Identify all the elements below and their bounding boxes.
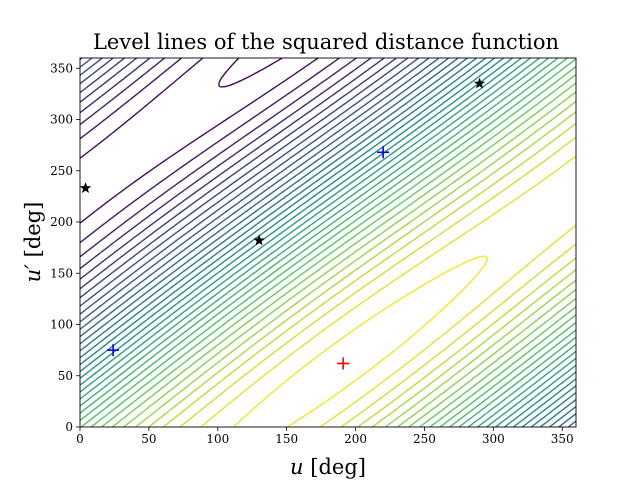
contour-level [233, 255, 489, 427]
contour-level [80, 58, 576, 427]
contour-level [80, 58, 576, 427]
contour-level [218, 58, 283, 88]
contour-lines [80, 58, 576, 427]
contour-level [80, 58, 319, 224]
x-axis-ticks: 0 50 100 150 200 250 300 350 [76, 427, 574, 446]
markers [80, 77, 486, 370]
contour-level [80, 58, 576, 427]
y-tick-label: 0 [65, 420, 73, 434]
x-tick-label: 150 [275, 432, 298, 446]
x-tick-label: 200 [344, 432, 367, 446]
y-axis-unit: [deg] [21, 202, 45, 258]
contour-level [80, 58, 576, 427]
contour-level [80, 58, 576, 427]
contour-level [80, 58, 409, 299]
y-tick-label: 100 [50, 318, 73, 332]
y-tick-label: 150 [50, 266, 73, 280]
contour-level [200, 155, 576, 427]
contour-level [80, 58, 372, 270]
contour-level [80, 58, 397, 290]
contour-level [80, 58, 576, 427]
minimum-marker [337, 357, 350, 370]
contour-level [80, 58, 576, 427]
contour-level [135, 100, 576, 427]
contour-level [80, 58, 576, 427]
x-tick-label: 300 [482, 432, 505, 446]
y-tick-label: 200 [50, 215, 73, 229]
contour-level [80, 58, 576, 427]
contour-level [100, 74, 576, 427]
plus-marker [107, 344, 120, 357]
contour-level [162, 122, 576, 427]
x-tick-label: 0 [76, 432, 84, 446]
y-axis-ticks: 0 50 100 150 200 250 300 350 [50, 61, 80, 434]
contour-level [123, 91, 576, 427]
x-tick-label: 350 [551, 432, 574, 446]
y-tick-label: 300 [50, 113, 73, 127]
contour-level [80, 58, 357, 258]
x-axis-symbol: u [290, 455, 304, 479]
y-tick-label: 250 [50, 164, 73, 178]
contour-level [80, 58, 440, 323]
contour-level [80, 58, 420, 307]
contour-level [80, 58, 576, 427]
x-tick-label: 100 [206, 432, 229, 446]
contour-level [80, 58, 430, 315]
contour-level [80, 58, 576, 427]
y-tick-label: 50 [58, 369, 73, 383]
contour-level [80, 58, 576, 427]
contour-level [90, 66, 576, 427]
contour-level [80, 58, 385, 280]
contour-level [80, 58, 576, 427]
contour-level [80, 58, 576, 427]
x-tick-label: 50 [141, 432, 156, 446]
contour-level [80, 58, 576, 427]
y-axis-label: u′ [deg] [21, 202, 45, 283]
x-tick-label: 250 [413, 432, 436, 446]
y-axis-symbol: u′ [21, 264, 45, 283]
x-axis-unit: [deg] [310, 455, 366, 479]
plot-frame [79, 57, 577, 428]
x-axis-label: u [deg] [290, 455, 366, 479]
star-marker [473, 77, 486, 89]
star-marker [253, 234, 265, 246]
contour-level [148, 111, 576, 427]
contour-level [179, 136, 576, 427]
y-tick-label: 350 [50, 61, 73, 75]
plus-marker [377, 146, 390, 159]
chart-title: Level lines of the squared distance func… [93, 30, 559, 54]
star-marker [80, 182, 92, 194]
